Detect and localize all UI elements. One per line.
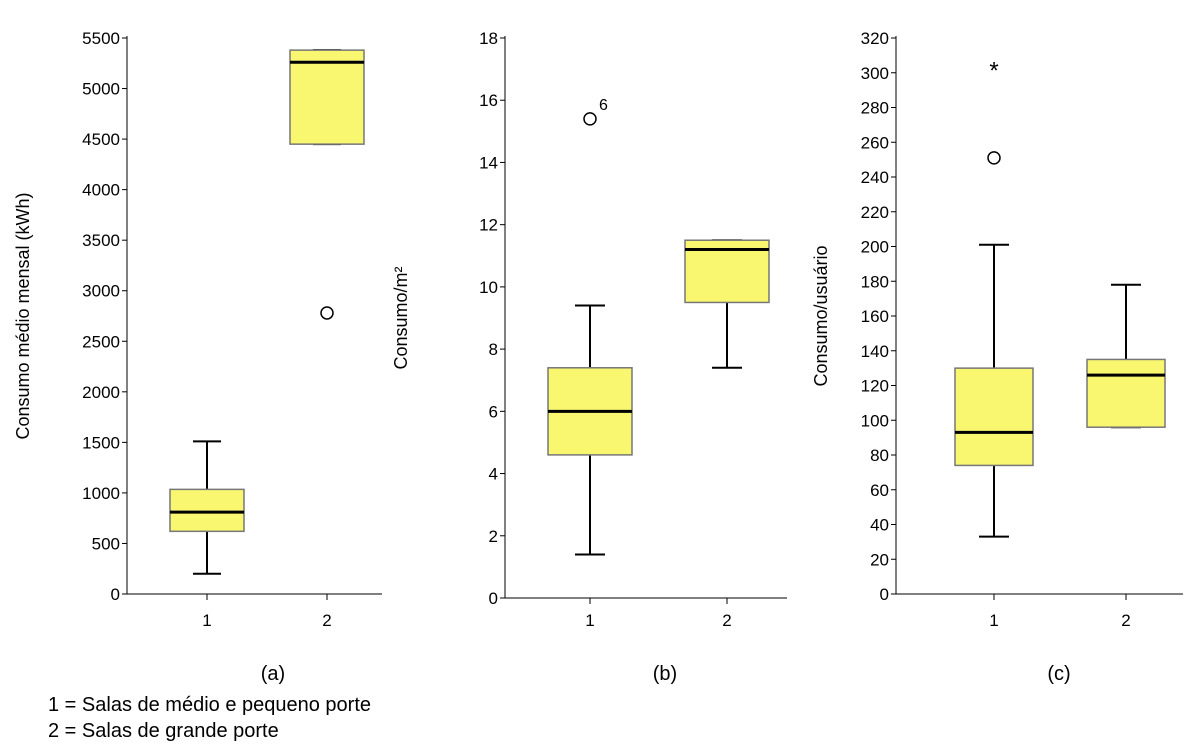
y-tick-label: 5500 (82, 29, 120, 48)
y-tick-label: 0 (880, 585, 889, 604)
y-tick-label: 120 (861, 377, 889, 396)
box-1: 6 (547, 97, 633, 556)
y-tick-label: 180 (861, 272, 889, 291)
y-axis-label: Consumo/usuário (811, 245, 831, 386)
y-tick-label: 140 (861, 342, 889, 361)
y-tick-label: 2 (489, 527, 498, 546)
x-tick-label: 2 (722, 611, 731, 630)
y-tick-label: 12 (479, 216, 498, 235)
y-tick-label: 1000 (82, 484, 120, 503)
box-2 (684, 239, 770, 369)
y-tick-label: 4500 (82, 130, 120, 149)
iqr-box (1086, 358, 1166, 428)
y-tick-label: 80 (870, 446, 889, 465)
iqr-box (169, 488, 245, 533)
y-tick-label: 280 (861, 99, 889, 118)
chart-panel-c: 0 20 40 60 80 100 120 140 160 180 200 220 240 260 280 3… (811, 29, 1183, 685)
panel-label: (a) (261, 663, 285, 685)
x-tick-label: 2 (1121, 611, 1130, 630)
y-tick-label: 2000 (82, 383, 120, 402)
iqr-box (289, 49, 365, 145)
y-tick-label: 4000 (82, 181, 120, 200)
chart-panel-a: 0 500 1000 1500 2000 2500 3000 3500 4000 4500 5000… (13, 29, 382, 685)
x-tick-label: 1 (202, 611, 211, 630)
y-tick-label: 160 (861, 307, 889, 326)
x-tick-label: 2 (322, 611, 331, 630)
outlier-circle (583, 112, 597, 126)
y-tick-label: 10 (479, 278, 498, 297)
y-tick-label: 18 (479, 29, 498, 48)
y-tick-label: 60 (870, 481, 889, 500)
y-tick-label: 0 (111, 585, 120, 604)
y-tick-label: 3000 (82, 282, 120, 301)
y-tick-label: 3500 (82, 231, 120, 250)
panel-label: (b) (653, 663, 677, 685)
box-1: * (954, 57, 1034, 538)
y-axis-label: Consumo/m² (391, 266, 411, 369)
extreme-outlier-star: * (989, 57, 998, 84)
outlier-label: 6 (599, 97, 608, 114)
y-tick-label: 500 (92, 534, 120, 553)
x-tick-label: 1 (585, 611, 594, 630)
y-tick-label: 220 (861, 203, 889, 222)
box-2 (1086, 283, 1166, 429)
outlier-circle (320, 306, 334, 320)
y-tick-label: 40 (870, 516, 889, 535)
y-tick-label: 16 (479, 91, 498, 110)
y-tick-label: 14 (479, 153, 498, 172)
y-tick-label: 320 (861, 29, 889, 48)
y-tick-label: 300 (861, 64, 889, 83)
y-tick-label: 240 (861, 168, 889, 187)
legend-line-1: 1 = Salas de médio e pequeno porte (48, 694, 372, 716)
y-tick-label: 200 (861, 238, 889, 257)
y-tick-label: 4 (489, 465, 498, 484)
x-tick-label: 1 (989, 611, 998, 630)
panel-label: (c) (1047, 663, 1070, 685)
y-tick-label: 20 (870, 550, 889, 569)
y-tick-label: 2500 (82, 332, 120, 351)
y-tick-label: 8 (489, 340, 498, 359)
y-tick-label: 260 (861, 133, 889, 152)
y-tick-label: 100 (861, 411, 889, 430)
legend-line-2: 2 = Salas de grande porte (48, 720, 279, 742)
y-tick-label: 1500 (82, 433, 120, 452)
y-tick-label: 0 (489, 589, 498, 608)
box-1 (169, 440, 245, 575)
y-tick-label: 5000 (82, 80, 120, 99)
iqr-box (954, 367, 1034, 467)
outlier-circle (987, 151, 1001, 165)
y-axis-label: Consumo médio mensal (kWh) (13, 192, 33, 439)
y-tick-label: 6 (489, 402, 498, 421)
box-2 (289, 49, 365, 320)
